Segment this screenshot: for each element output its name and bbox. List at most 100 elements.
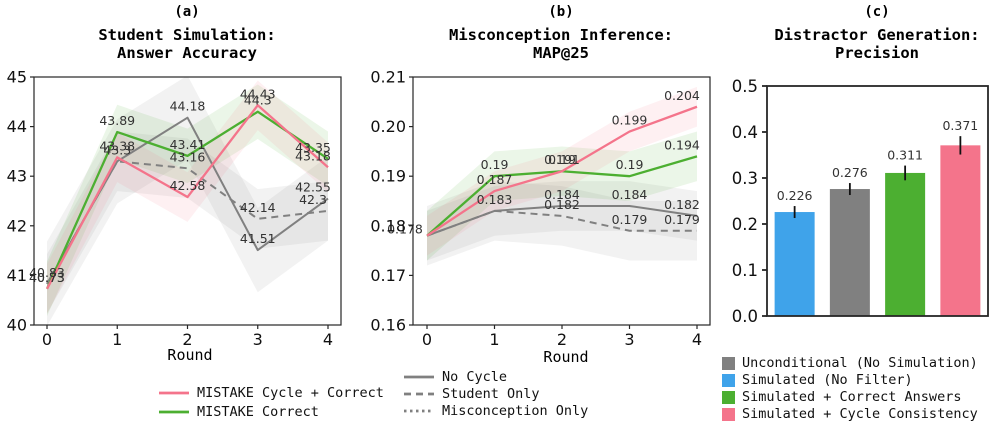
chart-text: 0.16 <box>370 316 406 335</box>
legend-box-swatch <box>722 407 735 421</box>
chart-text: 44 <box>7 117 27 136</box>
chart-text: 0.179 <box>664 212 700 227</box>
chart-text: 44.3 <box>244 93 272 108</box>
chart-text: 4 <box>323 330 333 349</box>
legend-item-mistake-correct: MISTAKE Correct <box>158 403 384 420</box>
chart-text: 42.3 <box>299 192 327 207</box>
legend-label: Simulated + Cycle Consistency <box>742 406 978 422</box>
legend-line-swatch-solid <box>159 410 189 413</box>
panel-c-title-line1: Distractor Generation: <box>774 26 980 44</box>
panel-a-title: Student Simulation: Answer Accuracy <box>27 26 347 62</box>
chart-text: 2 <box>182 330 192 349</box>
chart-text: 43 <box>7 167 27 186</box>
panel-b-series-area <box>426 86 698 266</box>
chart-text: 0.19 <box>548 152 576 167</box>
band-no-cycle <box>427 181 697 261</box>
chart-text: 0.311 <box>887 148 923 163</box>
chart-text: 41 <box>7 266 27 285</box>
chart-text: 4 <box>692 330 702 349</box>
legend-item-simulated-no-filter-: Simulated (No Filter) <box>722 372 978 388</box>
line-mistake-cycle-correct <box>45 104 329 290</box>
legend-line-swatch-dashed <box>404 392 434 396</box>
legend-mistake-series: MISTAKE Cycle + Correct MISTAKE Correct <box>158 384 384 420</box>
band-student-only <box>427 181 697 266</box>
panel-b-title-line1: Misconception Inference: <box>449 26 673 44</box>
chart-text: 42.14 <box>240 200 276 215</box>
bar-simulated-correct-answers <box>885 172 926 316</box>
legend-cycle-series: No Cycle Student Only Misconception Only <box>403 369 588 419</box>
chart-text: 0.1 <box>732 261 758 280</box>
legend-item-student-only: Student Only <box>403 386 588 402</box>
chart-text: 0.183 <box>477 192 513 207</box>
chart-text: 40.73 <box>29 270 65 285</box>
chart-text: 43.3 <box>103 142 131 157</box>
panel-b-title: Misconception Inference: MAP@25 <box>401 26 721 62</box>
chart-text: 42.58 <box>170 178 206 193</box>
chart-text: 40.73 <box>29 270 65 285</box>
chart-text: 0.18 <box>370 216 406 235</box>
legend-line-swatch-solid <box>159 391 189 394</box>
legend-box-swatch <box>722 390 735 404</box>
chart-text: 0.178 <box>387 222 423 237</box>
chart-text: 43.89 <box>99 113 135 128</box>
panel-a-title-line2: Answer Accuracy <box>117 44 257 62</box>
chart-text: 43.16 <box>170 149 206 164</box>
chart-text: 2 <box>557 330 567 349</box>
chart-text: 0.226 <box>777 188 813 203</box>
panel-a-letter: (a) <box>174 4 200 20</box>
chart-text: 3 <box>624 330 634 349</box>
chart-text: 0.19 <box>616 157 644 172</box>
chart-text: 1 <box>112 330 122 349</box>
panel-c-title-line2: Precision <box>835 44 919 62</box>
panel-a-title-line1: Student Simulation: <box>98 26 276 44</box>
line-no-cycle <box>426 204 698 237</box>
chart-text: 0.20 <box>370 117 406 136</box>
legend-label: Simulated + Correct Answers <box>742 389 962 405</box>
chart-text: 41.51 <box>240 231 276 246</box>
bar-simulated-cycle-consistency <box>940 145 981 316</box>
panel-c-title: Distractor Generation: Precision <box>717 26 996 62</box>
legend-box-swatch <box>722 373 735 387</box>
chart-text: 0.194 <box>664 137 700 152</box>
legend-label: Student Only <box>442 386 540 402</box>
chart-text: 45 <box>7 68 27 87</box>
legend-item-no-cycle: No Cycle <box>403 369 588 385</box>
chart-text: 44.43 <box>240 86 276 101</box>
chart-text: 0.191 <box>544 152 580 167</box>
chart-text: 0.5 <box>732 77 758 96</box>
panel-b-xlabel: Round <box>543 348 589 366</box>
legend-line-swatch-dotted <box>404 409 434 413</box>
chart-text: 42 <box>7 216 27 235</box>
band-no-cycle <box>47 77 328 325</box>
line-mistake-cycle-correct <box>426 105 698 237</box>
legend-bar-series: Unconditional (No Simulation) Simulated (… <box>722 355 978 422</box>
chart-text: 0 <box>422 330 432 349</box>
band-student-only <box>47 131 328 314</box>
chart-text: 3 <box>253 330 263 349</box>
panel-c-spines <box>766 85 989 317</box>
chart-text: 0.17 <box>370 266 406 285</box>
panel-a-plot: 40.8343.344.1841.5142.5543.1642.1442.340… <box>7 68 342 349</box>
legend-label: Unconditional (No Simulation) <box>742 355 978 371</box>
line-student-only <box>426 209 697 237</box>
legend-item-misconception-only: Misconception Only <box>403 403 588 419</box>
chart-text: 0.187 <box>477 172 513 187</box>
chart-text: 0.0 <box>732 307 758 326</box>
chart-text: 0.21 <box>370 68 406 87</box>
chart-text: 0 <box>42 330 52 349</box>
chart-text: 0.2 <box>732 215 758 234</box>
chart-text: 43.35 <box>295 140 331 155</box>
panel-a-xlabel: Round <box>167 346 213 364</box>
legend-item-simulated-cycle-consistency: Simulated + Cycle Consistency <box>722 406 978 422</box>
chart-text: 0.276 <box>832 165 868 180</box>
panel-a-series-area <box>45 77 329 325</box>
chart-text: 43.38 <box>99 138 135 153</box>
chart-text: 44.18 <box>170 99 206 114</box>
chart-text: 0.199 <box>612 113 648 128</box>
band-mistake-correct <box>47 84 328 317</box>
chart-text: 0.4 <box>732 123 758 142</box>
legend-label: Simulated (No Filter) <box>742 372 913 388</box>
legend-item-mistake-cycle-correct: MISTAKE Cycle + Correct <box>158 384 384 401</box>
